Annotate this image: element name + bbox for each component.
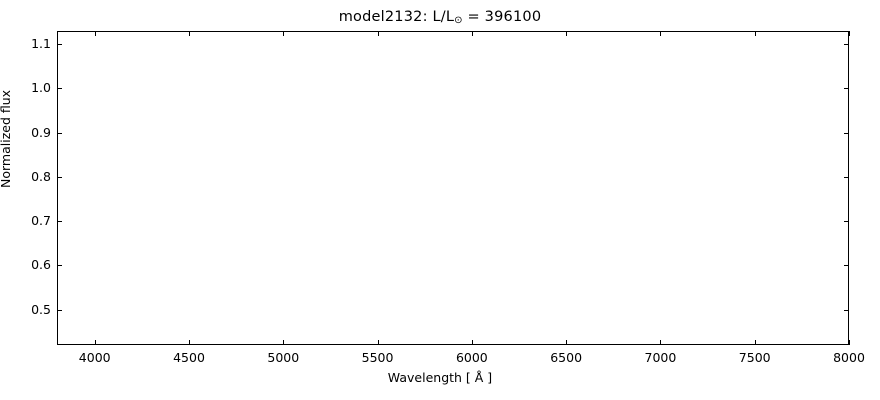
y-tick bbox=[57, 176, 62, 178]
x-tick bbox=[660, 31, 662, 36]
x-tick-label: 4000 bbox=[78, 350, 111, 365]
y-tick bbox=[844, 88, 849, 90]
x-tick bbox=[566, 31, 568, 36]
y-tick-label: 0.8 bbox=[31, 168, 51, 184]
y-tick bbox=[57, 221, 62, 223]
x-tick bbox=[754, 340, 756, 345]
x-tick bbox=[849, 340, 850, 345]
x-tick-label: 6000 bbox=[455, 350, 488, 365]
title-suffix: = 396100 bbox=[462, 9, 542, 25]
y-tick bbox=[57, 132, 62, 134]
x-tick-label: 4500 bbox=[173, 350, 205, 365]
x-tick bbox=[189, 340, 190, 345]
x-tick-label: 7000 bbox=[644, 350, 677, 365]
y-tick bbox=[844, 44, 849, 46]
y-tick bbox=[844, 309, 849, 311]
title-prefix: model2132: L/L bbox=[338, 9, 455, 25]
x-tick bbox=[849, 31, 850, 36]
y-tick bbox=[844, 176, 849, 178]
x-tick bbox=[94, 31, 96, 36]
x-axis-label: Wavelength [ Å ] bbox=[387, 370, 493, 385]
axes-frame bbox=[57, 31, 849, 345]
x-tick bbox=[377, 340, 379, 345]
y-tick-label: 1.1 bbox=[31, 36, 51, 52]
y-tick bbox=[844, 132, 849, 134]
y-tick bbox=[844, 265, 849, 267]
y-tick-label: 0.5 bbox=[31, 301, 51, 317]
x-tick bbox=[566, 340, 568, 345]
x-tick bbox=[94, 340, 96, 345]
x-tick-label: 8000 bbox=[833, 350, 865, 365]
x-tick bbox=[660, 340, 662, 345]
x-tick bbox=[471, 340, 473, 345]
figure-title: model2132: L/L⊙ = 396100 bbox=[0, 9, 880, 26]
x-tick-label: 7500 bbox=[738, 350, 771, 365]
y-tick bbox=[57, 265, 62, 267]
x-tick-label: 5000 bbox=[267, 350, 300, 365]
y-tick bbox=[57, 44, 62, 46]
x-tick-label: 5500 bbox=[361, 350, 394, 365]
x-tick bbox=[189, 31, 190, 36]
y-tick-label: 0.6 bbox=[31, 257, 51, 273]
x-tick-label: 6500 bbox=[550, 350, 583, 365]
x-tick bbox=[283, 340, 285, 345]
plot-area bbox=[57, 31, 850, 345]
y-tick-label: 0.9 bbox=[31, 124, 51, 140]
solar-symbol-icon: ⊙ bbox=[454, 15, 463, 26]
y-tick bbox=[57, 309, 62, 311]
y-tick-label: 0.7 bbox=[31, 213, 51, 229]
y-tick bbox=[57, 88, 62, 90]
y-tick-label: 1.0 bbox=[31, 80, 51, 96]
x-tick bbox=[283, 31, 285, 36]
x-tick bbox=[471, 31, 473, 36]
x-tick bbox=[754, 31, 756, 36]
x-tick bbox=[377, 31, 379, 36]
y-tick bbox=[844, 221, 849, 223]
